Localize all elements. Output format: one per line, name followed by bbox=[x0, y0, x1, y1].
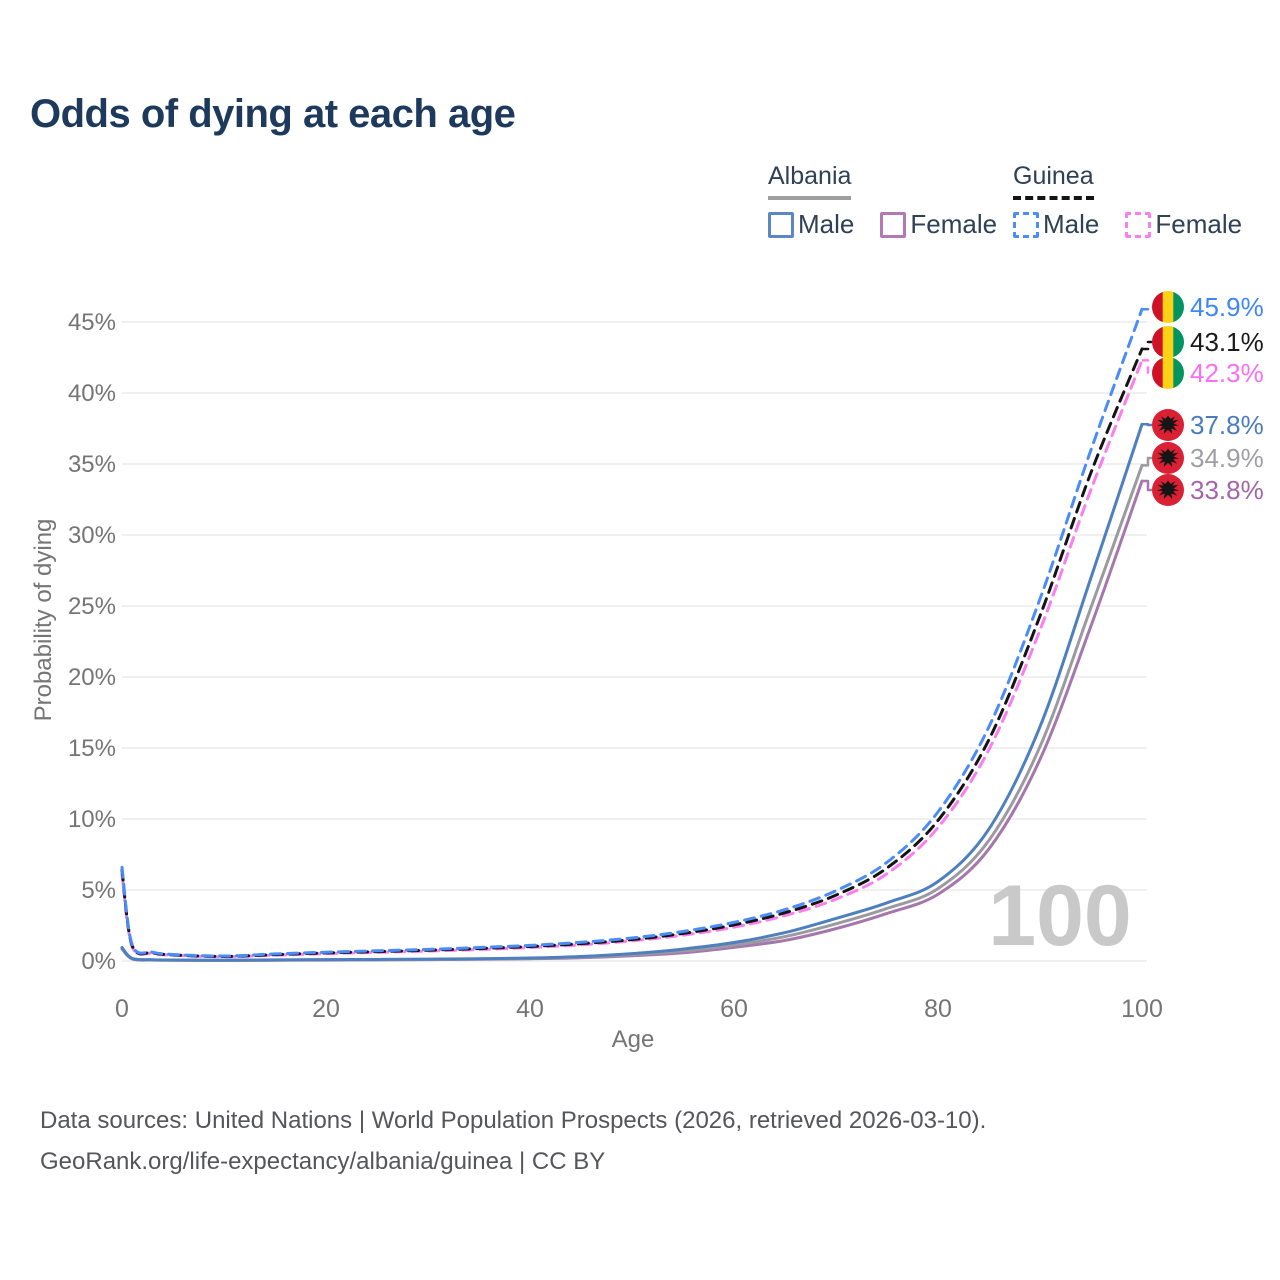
albania-flag-icon bbox=[1152, 442, 1184, 474]
footer-attribution: GeoRank.org/life-expectancy/albania/guin… bbox=[40, 1148, 606, 1175]
end-label: 37.8% bbox=[1190, 410, 1264, 440]
albania-male-swatch-icon bbox=[768, 211, 794, 238]
albania-flag-icon bbox=[1152, 409, 1184, 441]
flag-stripe bbox=[1173, 326, 1184, 358]
curve-guinea-both-sexes bbox=[120, 347, 1144, 958]
label-connector bbox=[1142, 305, 1152, 311]
label-connector bbox=[1142, 479, 1152, 492]
y-tick-label: 10% bbox=[68, 806, 116, 833]
guinea-male-swatch-icon bbox=[1013, 211, 1039, 238]
flag-stripe bbox=[1152, 291, 1164, 323]
page-title: Odds of dying at each age bbox=[30, 92, 516, 136]
label-connector bbox=[1142, 456, 1152, 467]
y-tick-label: 0% bbox=[81, 948, 116, 975]
legend-country-albania: Albania bbox=[768, 162, 852, 200]
flag-stripe bbox=[1173, 291, 1184, 323]
end-label: 33.8% bbox=[1190, 475, 1264, 505]
x-tick-label: 40 bbox=[516, 995, 544, 1023]
y-tick-label: 25% bbox=[68, 593, 116, 620]
albania-eagle bbox=[1157, 480, 1179, 500]
legend-group-albania: Albania Male Female bbox=[768, 162, 997, 240]
flag-stripe bbox=[1152, 357, 1164, 389]
y-tick-label: 45% bbox=[68, 309, 116, 336]
curve-albania-male bbox=[120, 422, 1144, 962]
end-label: 42.3% bbox=[1190, 358, 1264, 388]
flag-stripe bbox=[1162, 291, 1174, 323]
age-watermark: 100 bbox=[988, 868, 1132, 964]
y-tick-label: 15% bbox=[68, 735, 116, 762]
guinea-flag-icon bbox=[1152, 326, 1184, 358]
albania-female-swatch-icon bbox=[880, 211, 907, 238]
x-tick-label: 100 bbox=[1121, 995, 1163, 1023]
end-label: 43.1% bbox=[1190, 327, 1264, 357]
y-axis-title: Probability of dying bbox=[30, 518, 57, 722]
guinea-female-swatch-icon bbox=[1125, 211, 1152, 238]
legend-label: Female bbox=[910, 209, 998, 239]
legend-label: Female bbox=[1155, 209, 1243, 239]
albania-flag-icon bbox=[1152, 474, 1184, 506]
albania-eagle bbox=[1157, 448, 1179, 468]
y-tick-label: 5% bbox=[81, 877, 116, 904]
x-tick-label: 60 bbox=[720, 995, 748, 1023]
legend-label: Male bbox=[798, 209, 855, 239]
legend-item-albania-female: Female bbox=[880, 209, 997, 240]
guinea-flag-icon bbox=[1152, 291, 1184, 323]
y-tick-label: 30% bbox=[68, 522, 116, 549]
label-connector bbox=[1142, 359, 1152, 375]
legend-item-guinea-female: Female bbox=[1125, 209, 1242, 240]
legend-country-guinea: Guinea bbox=[1013, 162, 1094, 200]
flag-stripe bbox=[1162, 326, 1174, 358]
flag-stripe bbox=[1173, 357, 1184, 389]
flag-stripe bbox=[1162, 357, 1174, 389]
y-tick-label: 20% bbox=[68, 664, 116, 691]
end-label: 34.9% bbox=[1190, 443, 1264, 473]
flag-stripe bbox=[1152, 326, 1164, 358]
legend-item-albania-male: Male bbox=[768, 209, 854, 240]
end-label: 45.9% bbox=[1190, 292, 1264, 322]
legend-group-guinea: Guinea Male Female bbox=[1013, 162, 1242, 240]
x-tick-label: 80 bbox=[924, 995, 952, 1023]
x-axis-title: Age bbox=[611, 1026, 655, 1053]
label-connector bbox=[1142, 422, 1152, 427]
footer: Data sources: United Nations | World Pop… bbox=[40, 1100, 986, 1182]
albania-eagle bbox=[1157, 415, 1179, 435]
y-tick-label: 40% bbox=[68, 380, 116, 407]
curve-guinea-male bbox=[120, 307, 1144, 958]
y-tick-label: 35% bbox=[68, 451, 116, 478]
legend-item-guinea-male: Male bbox=[1013, 209, 1099, 240]
guinea-flag-icon bbox=[1152, 357, 1184, 389]
x-tick-label: 20 bbox=[312, 995, 340, 1023]
label-connector bbox=[1142, 340, 1152, 351]
footer-sources: Data sources: United Nations | World Pop… bbox=[40, 1107, 987, 1134]
x-tick-label: 0 bbox=[115, 995, 129, 1023]
legend-label: Male bbox=[1043, 209, 1100, 239]
